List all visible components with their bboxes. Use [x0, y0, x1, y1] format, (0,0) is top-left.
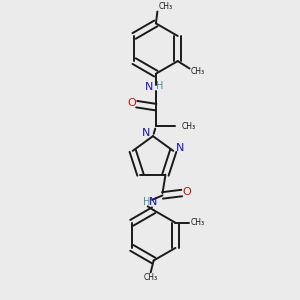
Text: H: H [142, 197, 150, 207]
Text: N: N [142, 128, 151, 138]
Text: CH₃: CH₃ [182, 122, 196, 131]
Text: CH₃: CH₃ [144, 273, 158, 282]
Text: O: O [128, 98, 136, 108]
Text: N: N [145, 82, 154, 92]
Text: N: N [176, 143, 184, 153]
Text: CH₃: CH₃ [190, 218, 204, 227]
Text: CH₃: CH₃ [191, 67, 205, 76]
Text: O: O [182, 187, 191, 197]
Text: H: H [156, 81, 163, 92]
Text: N: N [149, 197, 157, 207]
Text: CH₃: CH₃ [159, 2, 173, 11]
